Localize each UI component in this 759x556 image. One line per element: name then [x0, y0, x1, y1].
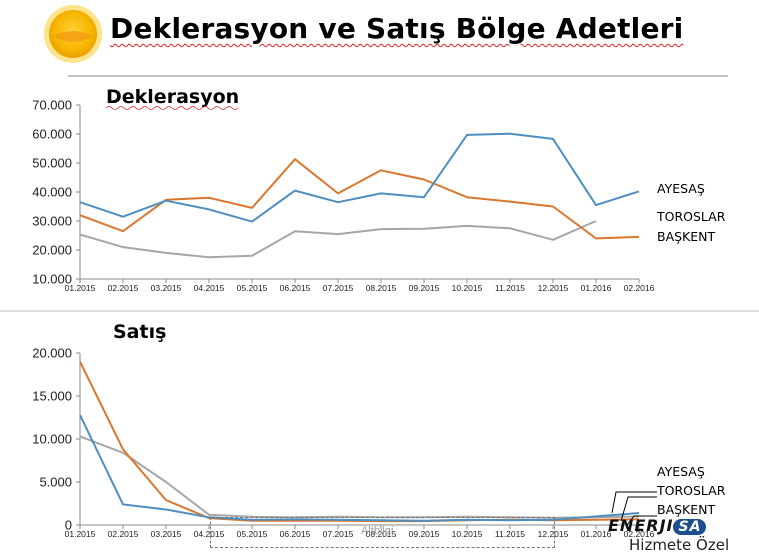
x-tick-label: 02.2015	[108, 529, 139, 539]
series-line-ayesaş	[79, 414, 640, 522]
series-line-başkent	[79, 435, 640, 519]
x-tick-label: 07.2015	[323, 283, 354, 293]
brand-tagline: Hizmete Özel	[629, 536, 730, 554]
x-tick-label: 04.2015	[194, 529, 225, 539]
x-tick-label: 01.2016	[581, 283, 612, 293]
x-tick-label: 09.2015	[409, 529, 440, 539]
x-tick-label: 10.2015	[452, 529, 483, 539]
x-tick-label: 02.2016	[624, 283, 655, 293]
legend-label: AYESAŞ	[657, 181, 705, 196]
x-tick-label: 10.2015	[452, 283, 483, 293]
legend-leader-line	[626, 515, 657, 526]
y-tick-label: 40.000	[32, 185, 72, 200]
satis-chart: Satış 0 5.000 10.000 15.000 20.000 01.2015 02.2…	[32, 321, 726, 539]
y-tick-label: 70.000	[32, 98, 72, 113]
series-line-toroslar	[79, 361, 640, 523]
footer-placeholder-box: Altbilgi	[210, 517, 555, 548]
x-tick-label: 01.2015	[65, 283, 96, 293]
y-tick-label: 0	[65, 518, 72, 533]
legend-leader-line	[611, 491, 657, 514]
series-line-başkent	[79, 220, 597, 259]
y-tick-label: 50.000	[32, 156, 72, 171]
y-tick-label: 15.000	[32, 389, 72, 404]
legend-label: AYESAŞ	[657, 464, 705, 479]
sun-logo-icon	[44, 5, 102, 63]
brand-badge: SA	[673, 519, 707, 535]
enerjisa-logo: ENERJI SA	[608, 516, 707, 535]
x-tick-label: 09.2015	[409, 283, 440, 293]
x-tick-label: 08.2015	[366, 283, 397, 293]
x-tick-label: 12.2015	[538, 283, 569, 293]
series-line-ayesaş	[79, 132, 640, 223]
y-tick-label: 10.000	[32, 272, 72, 287]
legend-label: BAŞKENT	[657, 229, 716, 244]
chart-title: Deklerasyon	[106, 86, 239, 108]
legend-leader-line	[620, 496, 657, 522]
x-tick-label: 06.2015	[280, 529, 311, 539]
x-tick-label: 03.2015	[151, 283, 182, 293]
y-tick-label: 60.000	[32, 127, 72, 142]
x-tick-label: 01.2015	[65, 529, 96, 539]
y-tick-label: 30.000	[32, 214, 72, 229]
x-tick-label: 06.2015	[280, 283, 311, 293]
x-tick-label: 11.2015	[495, 529, 525, 539]
x-tick-label: 08.2015	[366, 529, 397, 539]
y-tick-label: 20.000	[32, 243, 72, 258]
x-tick-label: 07.2015	[323, 529, 354, 539]
footer-placeholder-label: Altbilgi	[361, 525, 394, 537]
x-tick-label: 03.2015	[151, 529, 182, 539]
x-tick-label: 11.2015	[495, 283, 525, 293]
legend-label: TOROSLAR	[656, 483, 726, 498]
legend-label: TOROSLAR	[656, 209, 726, 224]
spellcheck-underline	[105, 106, 239, 110]
page-title: Deklerasyon ve Satış Bölge Adetleri	[110, 12, 684, 45]
deklerasyon-chart: Deklerasyon 10.000 20.000 30.000 40.000 50.00…	[32, 86, 726, 293]
y-tick-label: 20.000	[32, 346, 72, 361]
y-tick-label: 5.000	[39, 475, 72, 490]
legend-label: BAŞKENT	[657, 502, 716, 517]
x-tick-label: 02.2015	[108, 283, 139, 293]
y-tick-label: 10.000	[32, 432, 72, 447]
x-tick-label: 05.2015	[237, 529, 268, 539]
brand-wordmark: ENERJI	[608, 516, 674, 535]
x-tick-label: 05.2015	[237, 283, 268, 293]
series-line-toroslar	[79, 158, 640, 240]
x-tick-label: 01.2016	[581, 529, 612, 539]
chart-title: Satış	[113, 321, 166, 343]
x-tick-label: 12.2015	[538, 529, 569, 539]
x-tick-label: 04.2015	[194, 283, 225, 293]
x-tick-label: 02.2016	[624, 529, 655, 539]
